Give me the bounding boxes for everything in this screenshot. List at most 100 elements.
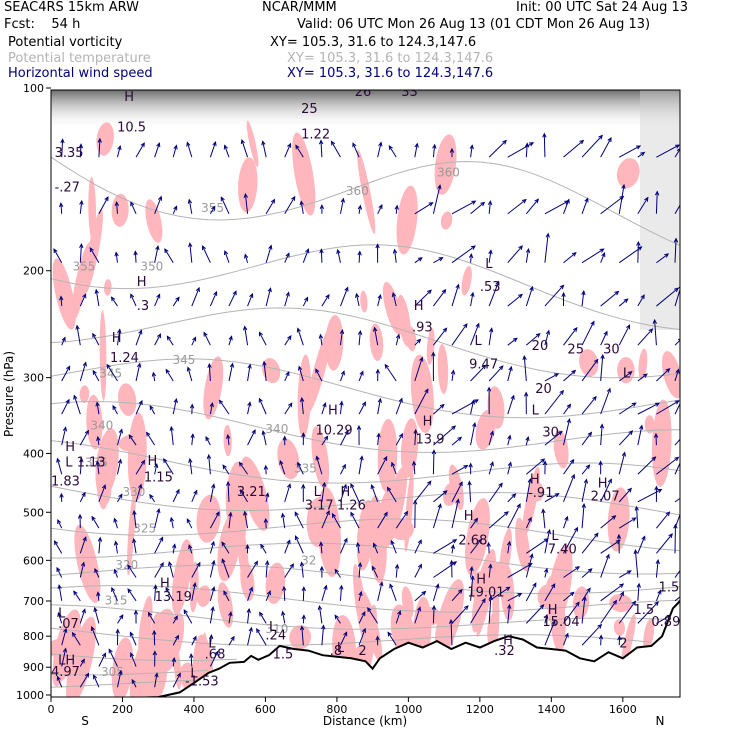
wind-vector — [470, 291, 475, 307]
pv-blob — [643, 618, 655, 652]
wind-arrowhead — [336, 248, 341, 254]
wind-arrowhead — [211, 559, 216, 565]
wind-arrowhead — [84, 429, 89, 435]
wind-arrowhead — [614, 290, 620, 296]
theta-label: 340 — [90, 418, 113, 432]
wind-vector — [414, 257, 423, 264]
wind-vector — [247, 560, 259, 578]
wind-arrowhead — [628, 430, 634, 435]
wind-vector — [377, 455, 388, 475]
wind-shaft — [227, 482, 230, 502]
wind-arrowhead — [627, 487, 632, 493]
pv-extremum-label: 1.83 — [51, 475, 80, 490]
wind-vector — [395, 609, 402, 624]
wind-vector — [208, 634, 214, 646]
wind-vector — [113, 540, 119, 554]
wind-arrowhead — [215, 511, 220, 517]
wind-shaft — [433, 539, 457, 554]
wind-shaft — [209, 587, 215, 601]
wind-shaft — [358, 628, 366, 646]
wind-arrowhead — [63, 627, 68, 633]
wind-shaft — [92, 370, 100, 382]
forecast-hour: Fcst: 54 h — [4, 17, 81, 32]
pv-blob — [644, 415, 655, 434]
wind-vector — [432, 583, 440, 601]
wind-arrowhead — [53, 540, 59, 546]
wind-shaft — [544, 568, 548, 578]
wind-vector — [339, 400, 344, 415]
wind-vector — [132, 509, 137, 529]
wind-shaft — [340, 464, 346, 475]
wind-shaft — [414, 564, 422, 578]
wind-vector — [295, 144, 304, 158]
pv-blob — [356, 499, 375, 571]
wind-vector — [618, 600, 637, 624]
pv-blob — [71, 242, 92, 322]
wind-arrowhead — [192, 635, 197, 641]
theta-contour — [51, 518, 680, 552]
wind-arrowhead — [152, 650, 158, 656]
wind-vector — [488, 249, 493, 263]
theta-label: 335 — [85, 455, 108, 469]
pv-blob — [616, 158, 640, 188]
wind-vector — [389, 583, 397, 602]
wind-shaft — [262, 141, 267, 158]
wind-vector — [221, 541, 230, 554]
wind-shaft — [488, 483, 503, 503]
pv-extremum-label: 26 — [355, 85, 372, 100]
wind-arrowhead — [477, 538, 482, 544]
wind-vector — [222, 464, 230, 475]
wind-arrowhead — [97, 536, 103, 542]
wind-arrowhead — [285, 291, 290, 297]
wind-shaft — [148, 612, 156, 624]
wind-shaft — [395, 433, 403, 446]
wind-vector — [377, 204, 383, 215]
wind-vector — [542, 460, 548, 475]
wind-arrowhead — [323, 435, 329, 441]
wind-vector — [115, 628, 120, 646]
pv-extremum-label: 0.89 — [651, 615, 680, 630]
wind-vector — [581, 290, 586, 307]
wind-vector — [282, 435, 287, 446]
y-tick-label: 400 — [23, 447, 44, 460]
wind-shaft — [319, 334, 323, 346]
wind-shaft — [543, 133, 546, 158]
pv-extremum-label: 13.9 — [416, 432, 445, 447]
wind-shaft — [188, 545, 193, 554]
theta-label: 335 — [294, 462, 317, 476]
wind-shaft — [433, 561, 457, 578]
wind-arrowhead — [689, 586, 693, 590]
wind-arrowhead — [285, 370, 290, 377]
wind-arrowhead — [665, 368, 671, 373]
wind-shaft — [674, 402, 680, 415]
wind-shaft — [414, 429, 417, 446]
wind-vector — [357, 329, 363, 346]
wind-vector — [183, 609, 193, 624]
wind-shaft — [79, 537, 87, 554]
wind-vector — [79, 199, 84, 214]
wind-arrowhead — [222, 464, 227, 470]
wind-vector — [674, 513, 680, 529]
wind-shaft — [636, 506, 639, 529]
wind-shaft — [282, 513, 286, 529]
wind-arrowhead — [427, 289, 432, 295]
wind-shaft — [374, 327, 379, 346]
wind-shaft — [240, 489, 248, 503]
pv-extremum-label: H — [160, 576, 170, 591]
wind-shaft — [191, 490, 198, 503]
wind-arrowhead — [175, 296, 180, 302]
wind-arrowhead — [188, 457, 193, 463]
wind-shaft — [186, 142, 193, 158]
wind-shaft — [79, 458, 83, 475]
wind-arrowhead — [92, 369, 97, 375]
wind-vector — [299, 625, 305, 646]
wind-shaft — [377, 204, 383, 215]
wind-arrowhead — [486, 541, 491, 547]
wind-vector — [488, 595, 493, 624]
wind-arrowhead — [56, 457, 61, 463]
wind-shaft — [57, 676, 63, 688]
pv-extremum-label: H — [548, 603, 558, 618]
wind-vector — [507, 365, 513, 382]
wind-vector — [340, 537, 348, 554]
theta-contour — [51, 358, 680, 419]
